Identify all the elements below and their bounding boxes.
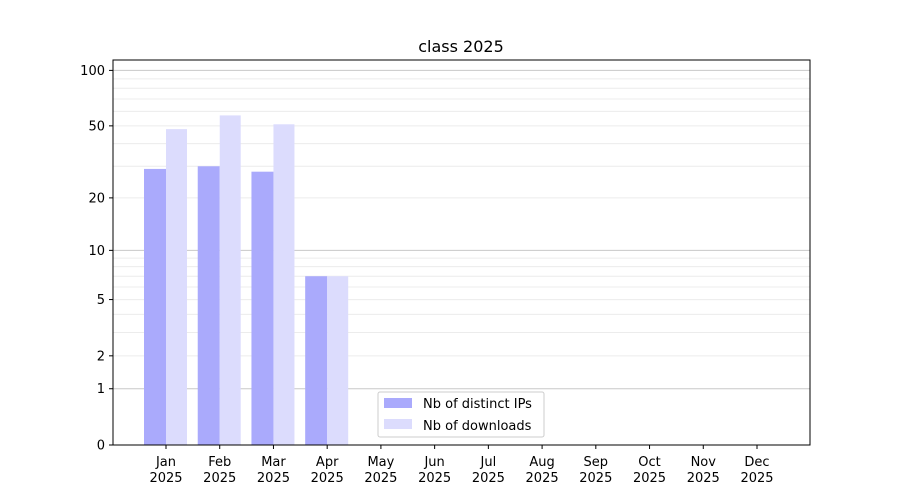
x-tick-label: Feb xyxy=(208,455,231,470)
x-tick-label: Jul xyxy=(480,455,497,470)
x-tick-label: Oct xyxy=(638,455,660,470)
bar-distinct-ips xyxy=(305,276,328,445)
y-tick-label: 1 xyxy=(97,382,105,397)
legend-box xyxy=(377,391,545,438)
y-tick-label: 50 xyxy=(88,119,105,134)
x-tick-label: Jun xyxy=(423,455,444,470)
y-tick-label: 5 xyxy=(97,293,105,308)
chart-title: class 2025 xyxy=(418,37,504,56)
x-tick-label: Mar xyxy=(261,455,286,470)
legend-swatch-ips xyxy=(384,398,412,408)
legend-label-downloads: Nb of downloads xyxy=(423,419,532,434)
bar-downloads xyxy=(219,115,241,445)
x-tick-label: 2025 xyxy=(526,471,559,486)
bar-distinct-ips xyxy=(251,171,274,446)
x-tick-label: Aug xyxy=(529,455,554,470)
x-axis: Jan2025Feb2025Mar2025Apr2025May2025Jun20… xyxy=(149,445,774,486)
x-tick-label: Dec xyxy=(744,455,769,470)
x-tick-label: 2025 xyxy=(472,471,505,486)
legend: Nb of distinct IPs Nb of downloads xyxy=(377,391,545,438)
x-tick-label: 2025 xyxy=(687,471,720,486)
x-tick-label: 2025 xyxy=(364,471,397,486)
x-tick-label: 2025 xyxy=(311,471,344,486)
x-tick-label: May xyxy=(367,455,394,470)
plot-frame xyxy=(112,59,811,446)
x-tick-label: 2025 xyxy=(257,471,290,486)
x-tick-label: 2025 xyxy=(633,471,666,486)
x-tick-label: 2025 xyxy=(149,471,182,486)
x-tick-label: 2025 xyxy=(203,471,236,486)
x-tick-label: Sep xyxy=(584,455,609,470)
bars xyxy=(144,115,349,446)
bar-downloads xyxy=(327,276,349,445)
bar-distinct-ips xyxy=(197,166,220,445)
bar-downloads xyxy=(273,124,295,445)
bar-downloads xyxy=(166,129,187,445)
y-tick-label: 100 xyxy=(80,64,105,79)
bar-distinct-ips xyxy=(144,168,166,446)
x-tick-label: 2025 xyxy=(418,471,451,486)
y-tick-label: 0 xyxy=(97,439,105,454)
x-tick-label: Nov xyxy=(691,455,717,470)
y-tick-label: 2 xyxy=(97,349,105,364)
x-tick-label: Apr xyxy=(316,455,339,470)
y-tick-label: 20 xyxy=(88,191,105,206)
legend-label-ips: Nb of distinct IPs xyxy=(423,397,532,412)
legend-swatch-downloads xyxy=(384,419,412,429)
x-tick-label: 2025 xyxy=(579,471,612,486)
y-tick-label: 10 xyxy=(88,244,105,259)
x-tick-label: 2025 xyxy=(740,471,773,486)
y-axis: 0 1 2 5 10 20 50 100 xyxy=(80,64,113,454)
x-tick-label: Jan xyxy=(155,455,176,470)
